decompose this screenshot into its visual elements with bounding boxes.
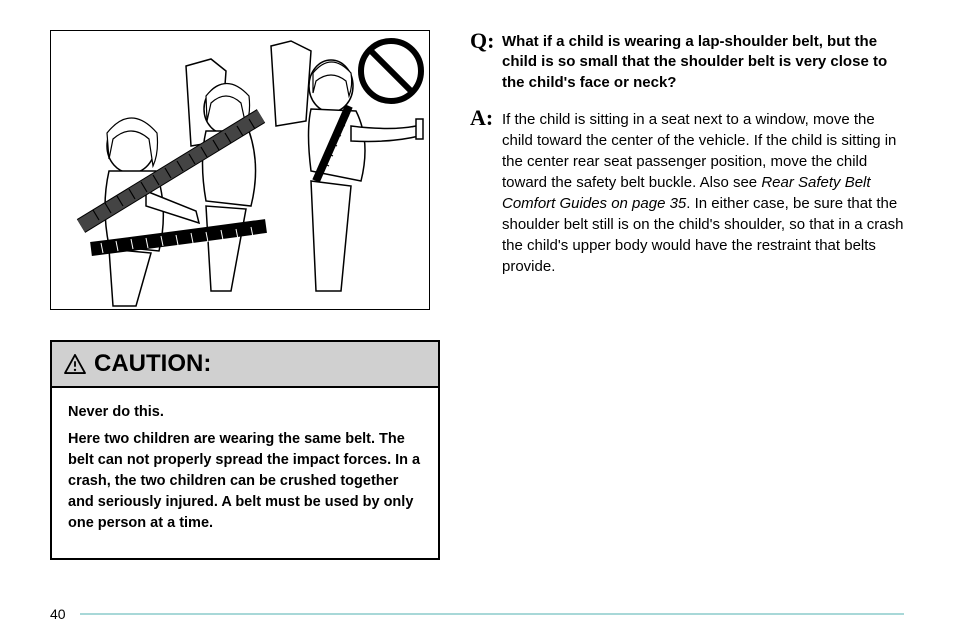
seatbelt-illustration: [50, 30, 430, 310]
caution-box: CAUTION: Never do this. Here two childre…: [50, 340, 440, 560]
footer-rule: [80, 613, 904, 615]
warning-triangle-icon: [64, 354, 86, 374]
a-label: A:: [470, 107, 496, 277]
prohibition-icon: [361, 41, 421, 101]
left-column: CAUTION: Never do this. Here two childre…: [50, 30, 440, 590]
question-text: What if a child is wearing a lap-shoulde…: [502, 30, 904, 93]
question-row: Q: What if a child is wearing a lap-shou…: [470, 30, 904, 93]
right-column: Q: What if a child is wearing a lap-shou…: [470, 30, 904, 590]
caution-title: CAUTION:: [94, 350, 211, 378]
answer-row: A: If the child is sitting in a seat nex…: [470, 107, 904, 277]
caution-body: Never do this. Here two children are wea…: [52, 388, 438, 558]
caution-header: CAUTION:: [52, 342, 438, 388]
caution-text: Here two children are wearing the same b…: [68, 429, 422, 534]
page-footer: 40: [50, 606, 904, 622]
page-number: 40: [50, 606, 66, 622]
caution-line1: Never do this.: [68, 402, 422, 423]
answer-text: If the child is sitting in a seat next t…: [502, 107, 904, 277]
q-label: Q:: [470, 30, 496, 93]
child-middle-figure: [203, 84, 256, 292]
